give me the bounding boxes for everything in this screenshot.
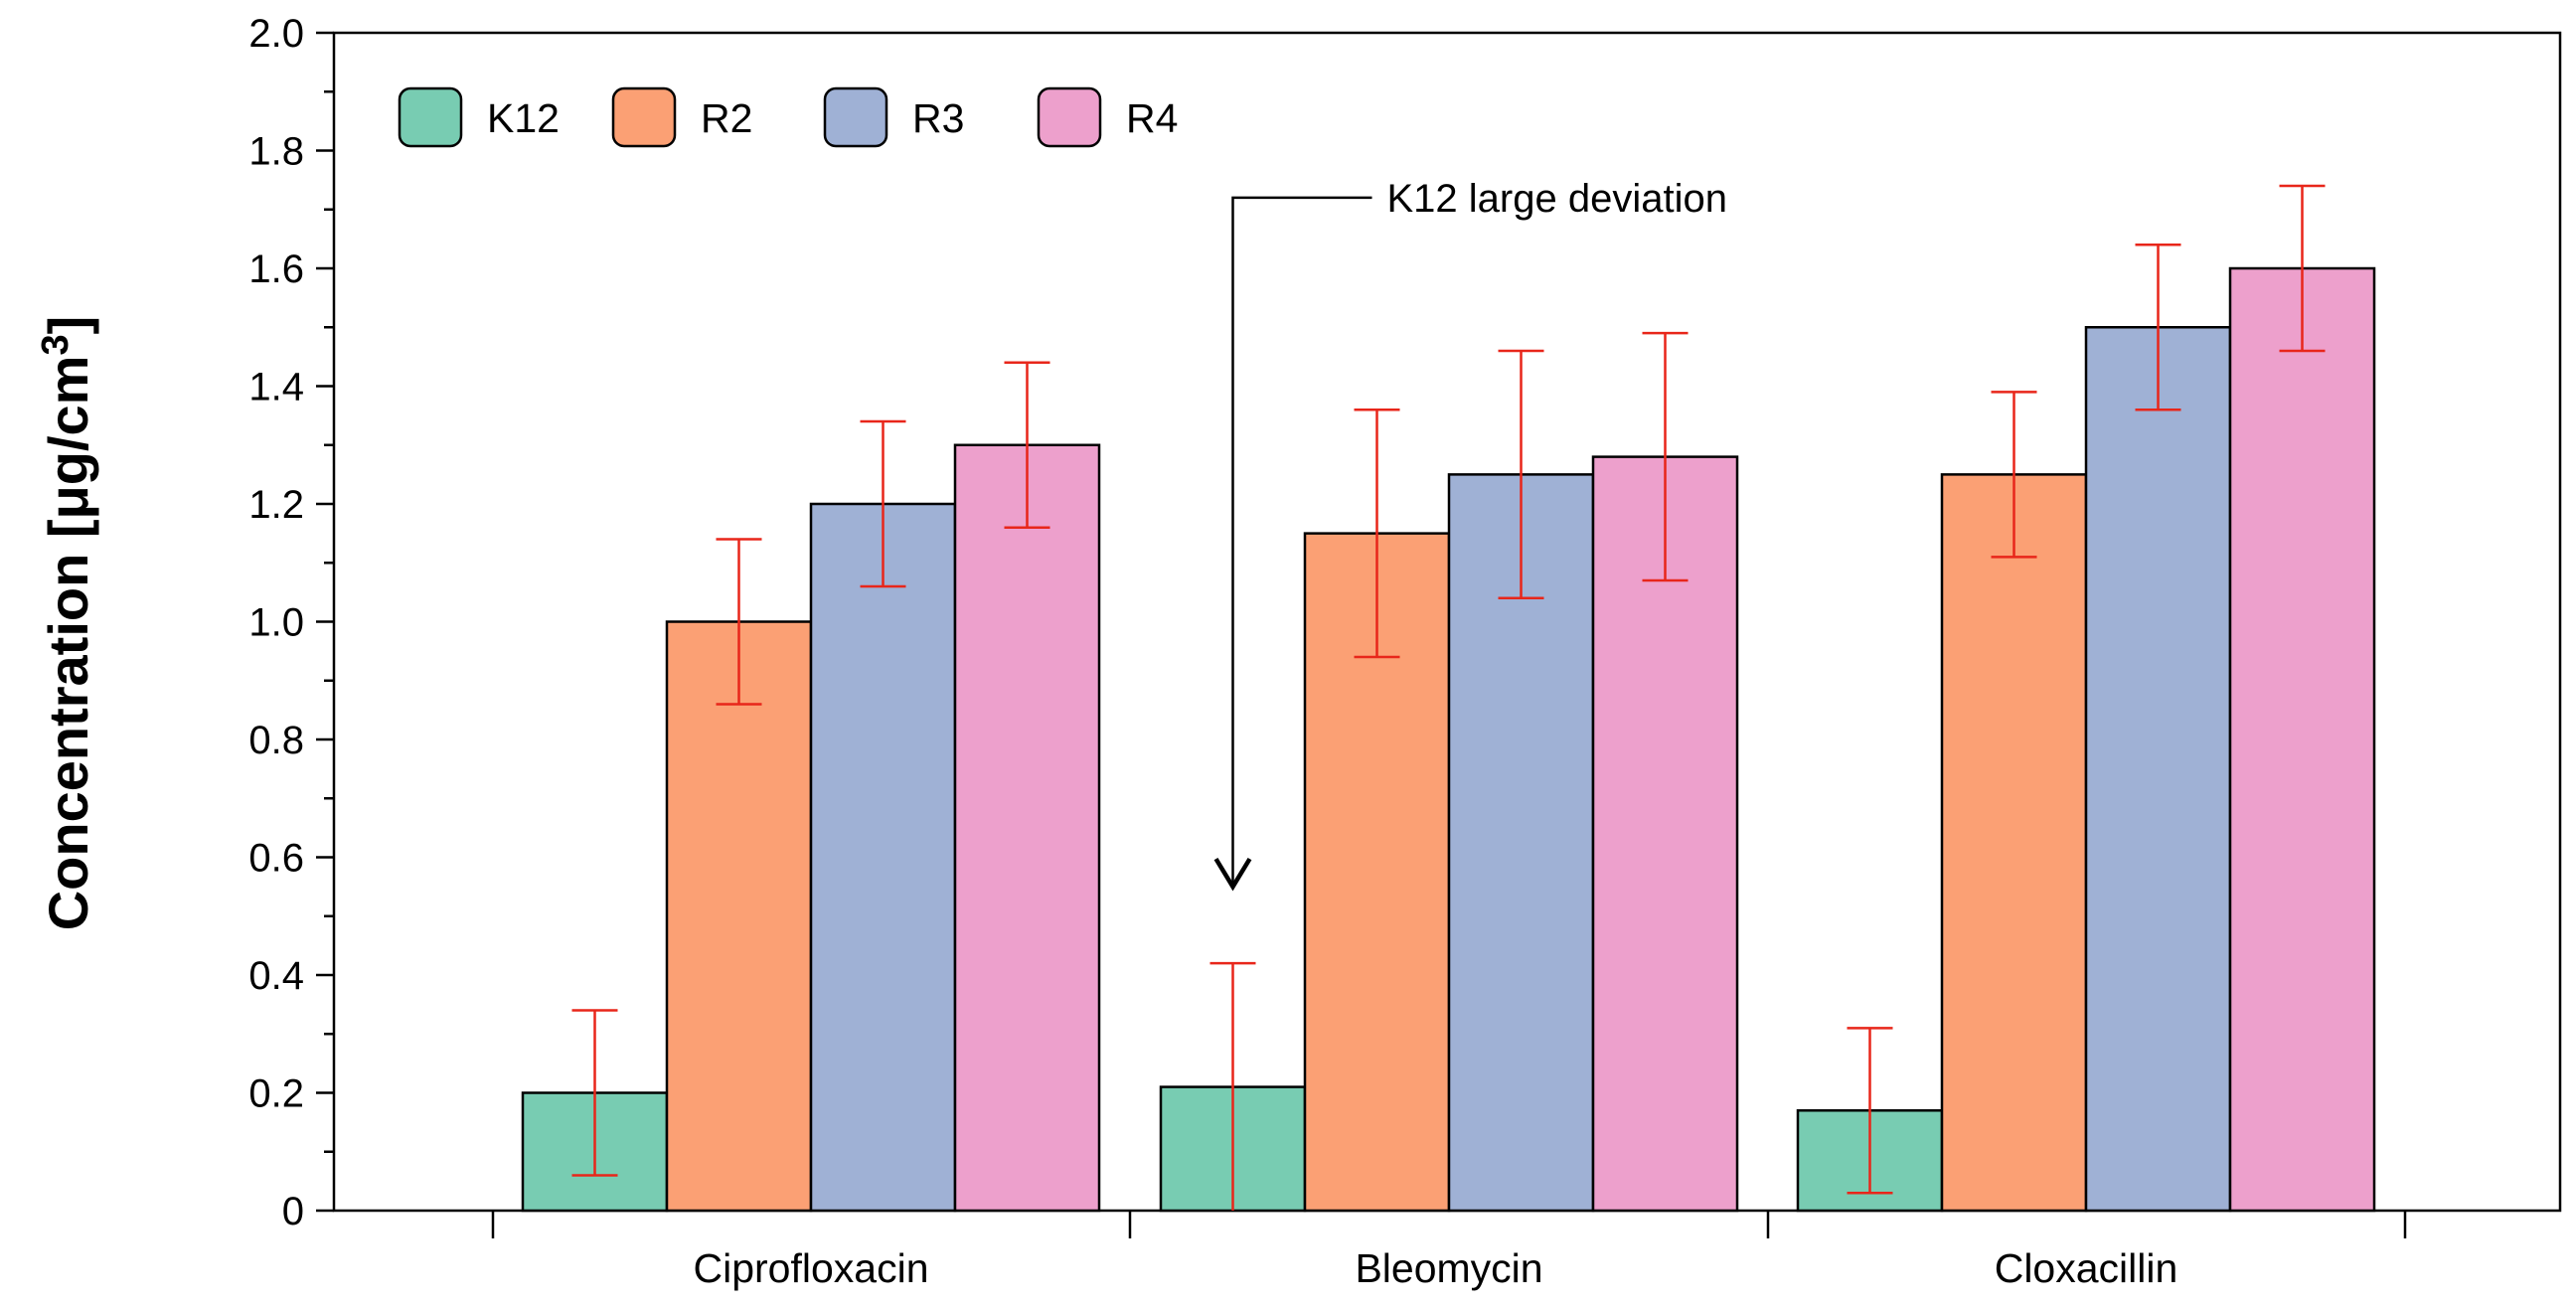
y-tick-label: 1.2 — [248, 483, 304, 527]
legend-label: R2 — [701, 95, 752, 141]
annotation-arrow-line — [1231, 196, 1372, 884]
y-tick-label: 2.0 — [248, 12, 304, 56]
y-tick-label: 0.6 — [248, 837, 304, 881]
bar — [2228, 266, 2376, 1213]
annotation-text: K12 large deviation — [1387, 177, 1727, 221]
legend-swatch — [1037, 86, 1102, 148]
y-tick-label: 0.8 — [248, 719, 304, 762]
annotation-arrow-head — [1213, 857, 1252, 892]
x-tick-label: Cloxacillin — [1995, 1245, 2178, 1291]
bar — [1940, 473, 2088, 1213]
y-tick-label: 0.2 — [248, 1072, 304, 1116]
y-tick-label: 0 — [282, 1190, 304, 1233]
bar — [665, 620, 813, 1213]
y-tick-label: 1.8 — [248, 130, 304, 174]
bar — [953, 443, 1101, 1213]
annotation: K12 large deviation — [1213, 177, 1727, 892]
legend-swatch — [398, 86, 463, 148]
legend: K12 R2 R3 R4 — [398, 86, 1178, 148]
bar — [809, 502, 957, 1213]
legend-label: K12 — [487, 95, 560, 141]
legend-label: R4 — [1126, 95, 1178, 141]
y-tick-label: 0.4 — [248, 954, 304, 998]
legend-swatch — [823, 86, 888, 148]
legend-swatch — [611, 86, 677, 148]
x-tick-label: Ciprofloxacin — [694, 1245, 929, 1291]
bars — [521, 266, 2376, 1213]
legend-label: R3 — [912, 95, 964, 141]
bar — [2084, 326, 2232, 1213]
y-tick-label: 1.4 — [248, 366, 304, 409]
axes: 0 0.2 0.4 0.6 0.8 1.0 1.2 1.4 1.6 1.8 2.0 Ciproflox… — [248, 12, 2562, 1291]
y-tick-label: 1.6 — [248, 247, 304, 291]
error-bars — [571, 184, 2326, 1211]
y-axis-title: Concentration [μg/cm3] — [35, 316, 99, 931]
bar — [1591, 455, 1739, 1213]
x-tick-label: Bleomycin — [1355, 1245, 1542, 1291]
y-tick-label: 1.0 — [248, 601, 304, 645]
